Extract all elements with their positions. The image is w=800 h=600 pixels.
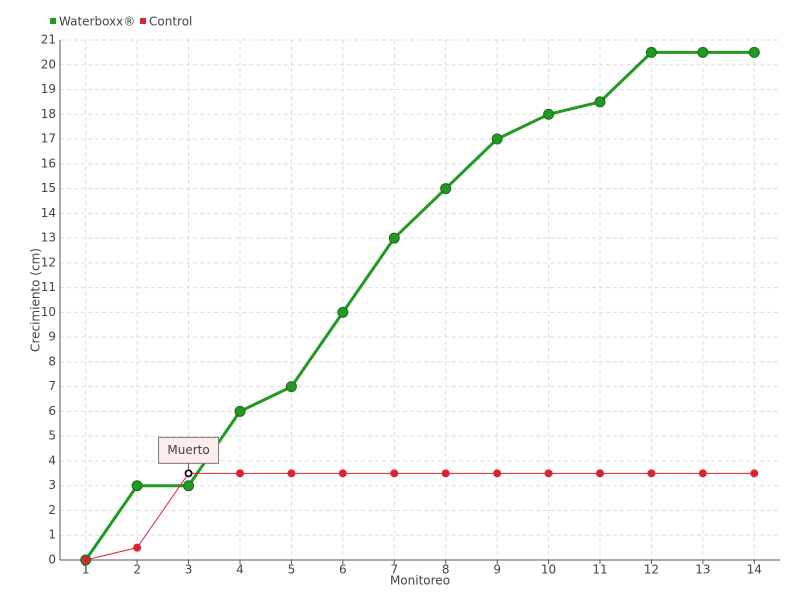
data-point (698, 469, 707, 478)
x-axis-label: Monitoreo (390, 574, 450, 588)
data-point (81, 556, 90, 564)
data-point (236, 469, 244, 478)
data-point (697, 46, 709, 58)
x-tick-label: 9 (493, 563, 501, 577)
x-tick-label: 7 (390, 563, 398, 577)
annotation-marker (184, 469, 193, 478)
data-point (543, 108, 555, 120)
y-tick-label: 16 (41, 156, 56, 170)
y-tick-label: 4 (48, 453, 56, 467)
legend-swatch (50, 18, 56, 24)
legend-label: Control (149, 15, 192, 29)
y-tick-label: 20 (41, 57, 56, 71)
x-tick-label: 3 (185, 563, 193, 577)
data-point (131, 480, 143, 492)
data-point (388, 232, 400, 244)
data-point (133, 543, 142, 552)
y-tick-label: 6 (48, 404, 56, 418)
y-tick-label: 3 (48, 478, 56, 492)
x-tick-label: 8 (442, 563, 450, 577)
x-tick-label: 10 (541, 563, 556, 577)
x-tick-label: 14 (747, 563, 762, 577)
y-tick-label: 18 (41, 107, 56, 121)
data-point (750, 469, 759, 478)
y-tick-label: 9 (48, 330, 56, 344)
y-tick-label: 0 (48, 553, 56, 567)
data-point (491, 133, 503, 145)
y-tick-label: 1 (48, 528, 56, 542)
x-tick-label: 13 (695, 563, 710, 577)
x-tick-label: 2 (133, 563, 141, 577)
y-tick-label: 2 (48, 503, 56, 517)
legend-swatch (140, 18, 146, 24)
y-tick-label: 8 (48, 354, 56, 368)
data-point (440, 183, 452, 195)
x-tick-label: 12 (644, 563, 659, 577)
y-tick-label: 14 (41, 206, 56, 220)
series-line (85, 472, 755, 561)
x-tick-label: 6 (339, 563, 347, 577)
y-tick-label: 12 (41, 255, 56, 269)
y-tick-label: 19 (41, 82, 56, 96)
data-point (647, 469, 656, 478)
data-point (594, 96, 606, 108)
y-tick-label: 17 (41, 132, 56, 146)
data-point (596, 469, 604, 478)
data-point (338, 469, 347, 478)
data-point (285, 381, 297, 393)
y-tick-label: 21 (41, 33, 56, 47)
y-axis-label: Crecimiento (cm) (29, 248, 43, 352)
data-point (390, 469, 399, 478)
x-tick-label: 1 (82, 563, 90, 577)
annotation-text: Muerto (167, 443, 209, 457)
x-tick-label: 4 (236, 563, 244, 577)
legend-label: Waterboxx® (59, 15, 135, 29)
y-tick-label: 15 (41, 181, 56, 195)
y-tick-label: 7 (48, 379, 56, 393)
y-tick-label: 5 (48, 429, 56, 443)
data-point (183, 480, 195, 492)
x-tick-label: 5 (288, 563, 296, 577)
y-tick-label: 11 (41, 280, 56, 294)
annotation-box (158, 436, 220, 464)
data-point (337, 306, 349, 318)
data-point (645, 46, 657, 58)
data-point (234, 405, 246, 417)
data-point (544, 469, 553, 478)
data-point (287, 469, 296, 478)
data-point (748, 46, 760, 58)
data-point (493, 469, 502, 478)
x-tick-label: 11 (592, 563, 607, 577)
y-tick-label: 10 (41, 305, 56, 319)
data-point (441, 469, 450, 478)
y-tick-label: 13 (41, 231, 56, 245)
